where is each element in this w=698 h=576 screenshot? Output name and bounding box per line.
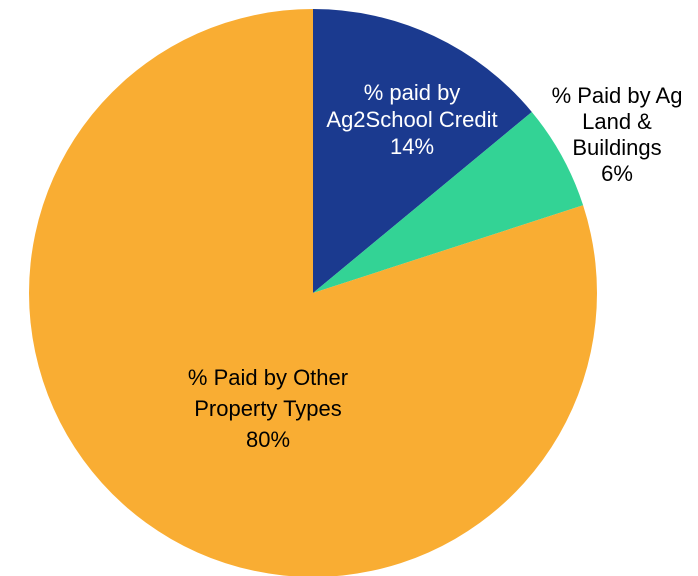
slice-label-line: Land & (582, 109, 652, 134)
slice-label-3: % Paid by Other Property Types 80% (188, 365, 348, 452)
slice-label-1: % paid by Ag2School Credit 14% (326, 80, 497, 159)
pie-slice-3 (29, 9, 597, 576)
slice-label-line: Buildings (572, 135, 661, 160)
slice-value-label: 6% (601, 161, 633, 186)
pie-slice-1 (313, 9, 532, 293)
slice-label-line: Property Types (194, 396, 342, 421)
slice-label-line: Ag2School Credit (326, 107, 497, 132)
slice-value-label: 14% (390, 134, 434, 159)
pie-slice-2 (313, 111, 584, 293)
slice-value-label: 80% (246, 427, 290, 452)
slice-label-2: % Paid by Ag Land & Buildings 6% (552, 83, 683, 186)
slice-label-line: % Paid by Ag (552, 83, 683, 108)
slice-label-line: % paid by (364, 80, 461, 105)
slice-label-line: % Paid by Other (188, 365, 348, 390)
